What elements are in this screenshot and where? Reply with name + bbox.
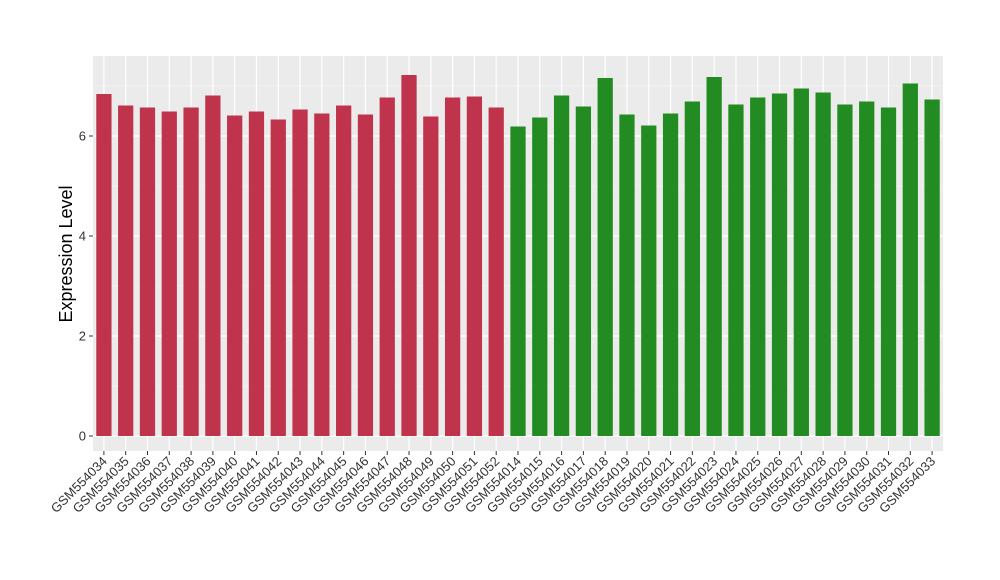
bar-GSM554038 — [183, 107, 199, 436]
bar-GSM554031 — [880, 107, 897, 436]
bar-GSM554049 — [423, 116, 439, 436]
bar-GSM554050 — [444, 97, 461, 436]
bars — [96, 75, 940, 436]
bar-GSM554045 — [336, 105, 352, 436]
bar-GSM554044 — [314, 113, 330, 436]
bar-GSM554015 — [532, 117, 548, 436]
bar-GSM554051 — [466, 96, 483, 436]
bar-GSM554042 — [270, 119, 286, 436]
bar-GSM554022 — [684, 101, 700, 436]
bar-GSM554047 — [379, 97, 395, 436]
bar-GSM554048 — [401, 75, 417, 436]
bar-GSM554036 — [139, 107, 156, 436]
bar-GSM554026 — [771, 93, 788, 436]
bar-GSM554040 — [227, 115, 243, 436]
y-tick-label: 0 — [79, 429, 86, 444]
bar-GSM554019 — [619, 114, 635, 436]
y-axis: 0 2 4 6 — [79, 129, 93, 444]
bar-GSM554023 — [706, 77, 722, 436]
bar-GSM554029 — [837, 104, 853, 436]
bar-GSM554046 — [357, 114, 374, 436]
bar-GSM554033 — [924, 99, 940, 436]
y-tick-label: 2 — [79, 329, 86, 344]
bar-GSM554018 — [597, 78, 613, 436]
bar-GSM554016 — [553, 95, 570, 436]
bar-GSM554039 — [205, 95, 221, 436]
bar-GSM554017 — [575, 106, 592, 436]
bar-GSM554020 — [641, 125, 657, 436]
x-axis: GSM554034GSM554035GSM554036GSM554037GSM5… — [48, 451, 938, 516]
bar-GSM554027 — [793, 88, 809, 436]
bar-GSM554052 — [488, 107, 504, 436]
bar-GSM554028 — [815, 92, 831, 436]
bar-GSM554025 — [750, 97, 766, 436]
bar-GSM554024 — [728, 104, 744, 436]
bar-GSM554014 — [510, 126, 526, 436]
bar-GSM554037 — [161, 111, 177, 436]
bar-GSM554034 — [96, 94, 112, 436]
y-tick-label: 6 — [79, 129, 86, 144]
y-axis-title: Expression Level — [56, 185, 76, 322]
bar-GSM554021 — [662, 113, 679, 436]
bar-GSM554035 — [118, 105, 134, 436]
bar-GSM554032 — [902, 83, 918, 436]
bar-GSM554043 — [292, 109, 308, 436]
bar-GSM554041 — [248, 111, 265, 436]
bar-GSM554030 — [859, 101, 875, 436]
y-tick-label: 4 — [79, 229, 86, 244]
